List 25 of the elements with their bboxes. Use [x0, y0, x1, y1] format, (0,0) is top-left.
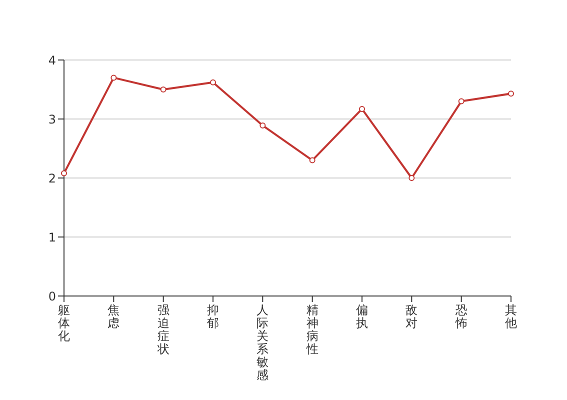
x-tick-label: 恐怖	[454, 303, 468, 330]
point	[110, 74, 117, 81]
y-tick-label: 3	[48, 112, 56, 126]
x-tick-label: 强迫症状	[156, 303, 170, 356]
point	[458, 98, 464, 104]
x-tick-label: 精神病性	[305, 303, 318, 356]
point	[210, 79, 216, 86]
point	[359, 106, 365, 112]
y-tick-label: 1	[48, 230, 56, 244]
x-tick-label: 敌对	[406, 303, 418, 330]
x-tick-label: 其他	[505, 303, 517, 330]
point	[61, 170, 67, 176]
point	[309, 157, 316, 164]
x-tick-label: 躯体化	[58, 303, 70, 343]
x-tick-label: 抑郁	[207, 303, 219, 330]
point	[408, 175, 415, 181]
y-tick-label: 4	[48, 53, 56, 68]
point	[160, 86, 166, 92]
y-tick-label: 0	[48, 289, 56, 304]
x-tick-label: 偏执	[356, 303, 368, 330]
x-tick-label: 人际关系敏感	[256, 303, 269, 382]
y-tick-label: 2	[48, 171, 56, 186]
point	[260, 122, 266, 128]
point	[508, 90, 514, 97]
x-tick-label: 焦虑	[108, 303, 120, 330]
